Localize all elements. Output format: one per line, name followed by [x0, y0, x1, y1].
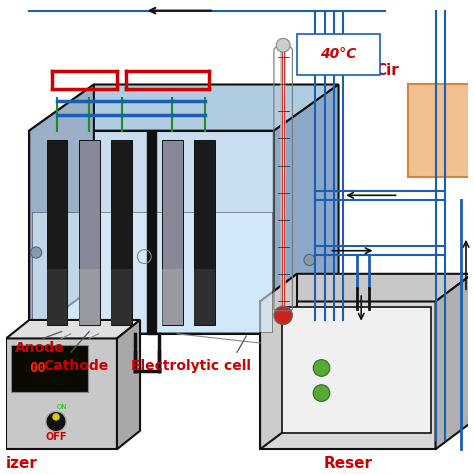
Bar	[408, 84, 473, 177]
Polygon shape	[6, 338, 117, 449]
Bar	[111, 269, 132, 325]
Bar	[194, 269, 215, 325]
Polygon shape	[29, 131, 274, 334]
Text: 40°C: 40°C	[320, 47, 357, 62]
Polygon shape	[436, 274, 473, 449]
Text: Anode: Anode	[15, 341, 65, 355]
Circle shape	[31, 247, 42, 258]
Bar	[46, 140, 67, 325]
Bar	[11, 345, 88, 392]
Circle shape	[276, 38, 290, 52]
Polygon shape	[6, 320, 140, 338]
Polygon shape	[117, 320, 140, 449]
Bar	[282, 307, 431, 433]
Bar	[162, 269, 183, 325]
Text: ON: ON	[56, 404, 67, 410]
Circle shape	[304, 255, 315, 265]
Polygon shape	[29, 84, 94, 334]
Text: Cathode: Cathode	[43, 359, 109, 373]
Circle shape	[313, 385, 330, 401]
Bar	[162, 140, 183, 325]
Polygon shape	[274, 84, 338, 334]
Bar	[79, 140, 100, 325]
Circle shape	[274, 306, 292, 325]
Polygon shape	[260, 274, 297, 449]
Text: izer: izer	[6, 456, 38, 471]
Polygon shape	[29, 84, 338, 131]
Text: Reser: Reser	[323, 456, 372, 471]
Circle shape	[52, 413, 60, 420]
Bar	[194, 140, 215, 325]
Text: 00: 00	[29, 361, 46, 375]
Text: Electrolytic cell: Electrolytic cell	[131, 359, 251, 373]
Text: OFF: OFF	[45, 432, 67, 442]
Bar	[147, 131, 156, 334]
Bar	[79, 269, 100, 325]
Bar	[111, 140, 132, 325]
Circle shape	[46, 411, 66, 432]
Circle shape	[313, 360, 330, 376]
Bar	[297, 34, 380, 75]
Bar	[46, 269, 67, 325]
Polygon shape	[32, 212, 272, 331]
Text: Cir: Cir	[375, 63, 399, 78]
Polygon shape	[260, 274, 473, 301]
Polygon shape	[260, 301, 436, 449]
